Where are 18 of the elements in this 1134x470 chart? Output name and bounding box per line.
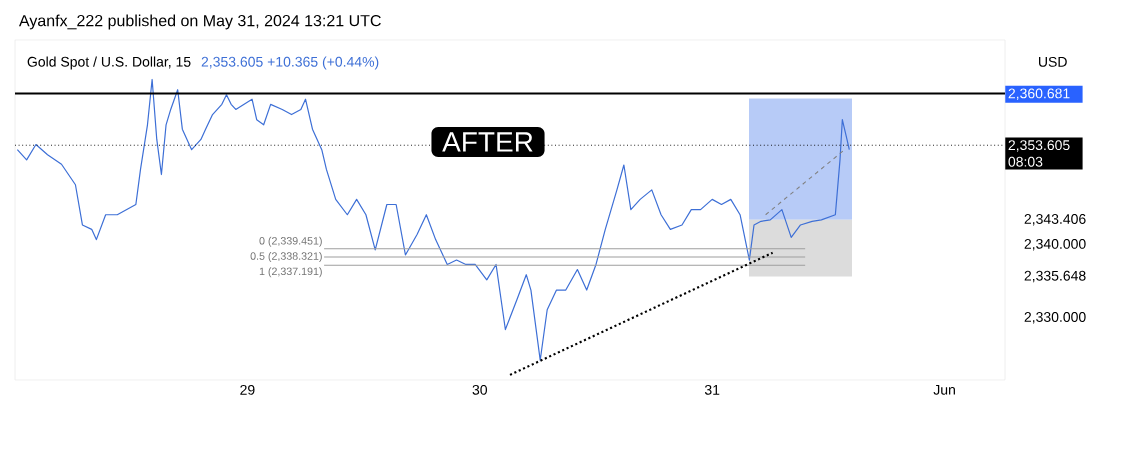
text: 2,353.605 +10.365 (+0.44%) [201,56,379,70]
x-tick-label: 31 [704,384,720,395]
series-label: 0.5 (2,338.321) [250,252,322,262]
x-tick-label: 29 [240,384,255,395]
y-axis-title: USD [1039,56,1067,67]
y-tick-label: 2,340.000 [1024,238,1086,251]
text: Gold Spot / U.S. Dollar, 15 [27,56,191,70]
x-tick-label: 30 [472,384,488,395]
x-tick-label: Jun [933,384,955,395]
annotation: AFTER [442,132,533,152]
ref-line-label: 2,353.605 08:03 [1008,140,1070,167]
series-label: 1 (2,337.191) [259,267,322,278]
y-tick-label: 2,330.000 [1024,312,1086,324]
text: Ayanfx_222 published on May 31, 2024 13:21 UTC [18,14,381,30]
series-label: 0 (2,339.451) [259,236,322,247]
y-tick-label: 2,343.406 [1024,214,1086,226]
y-tick-label: 2,335.648 [1024,270,1086,283]
ref-line-label: 2,360.681 [1008,88,1070,101]
